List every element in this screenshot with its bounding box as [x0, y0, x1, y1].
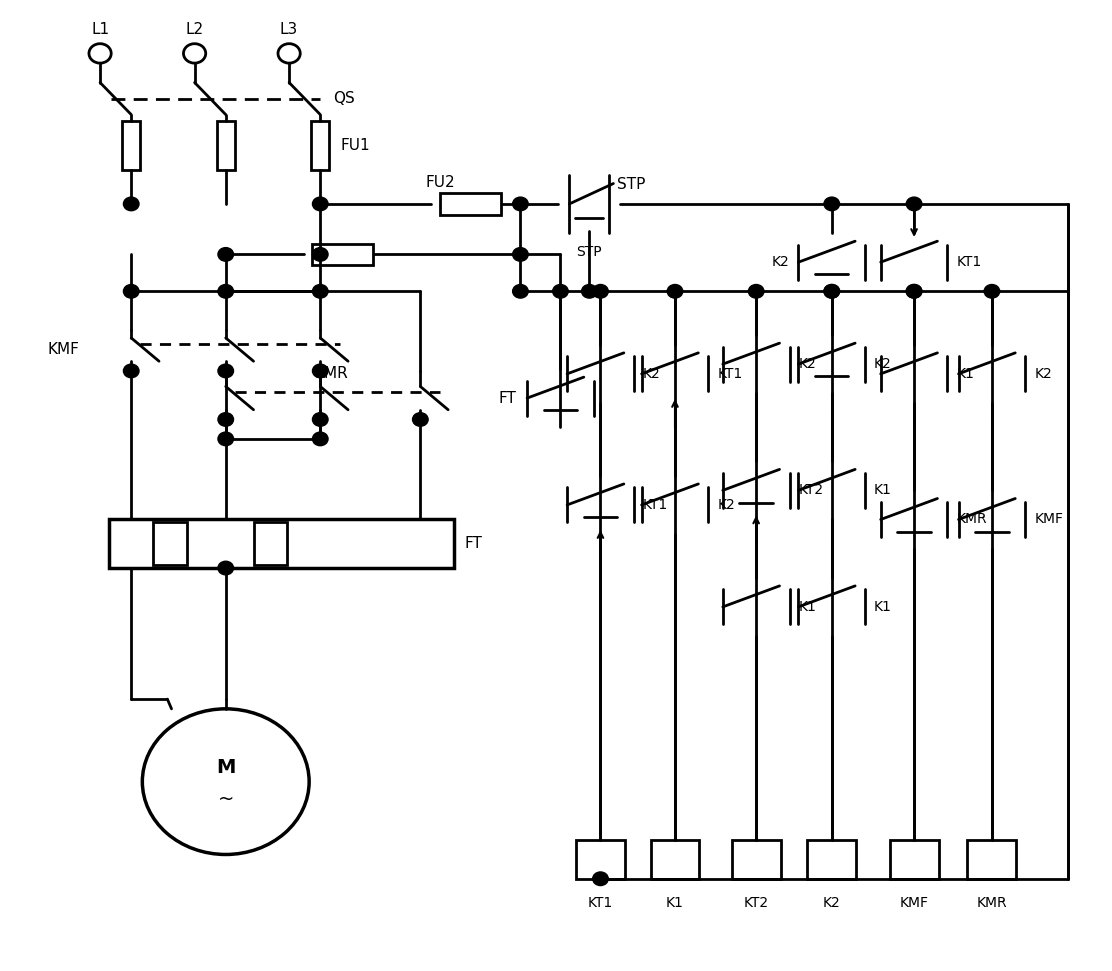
Text: L3: L3 [280, 21, 298, 37]
Text: STP: STP [576, 245, 603, 258]
Circle shape [123, 197, 139, 211]
Text: K2: K2 [643, 367, 661, 381]
Circle shape [123, 285, 139, 298]
Circle shape [89, 44, 111, 63]
Circle shape [824, 285, 840, 298]
Circle shape [218, 364, 234, 378]
Text: KMR: KMR [315, 366, 348, 382]
Text: KT1: KT1 [956, 255, 982, 269]
Circle shape [582, 285, 597, 298]
Bar [890, 840, 939, 879]
Circle shape [593, 285, 608, 298]
Text: KMF: KMF [900, 896, 929, 910]
Circle shape [218, 561, 234, 575]
Circle shape [123, 364, 139, 378]
Text: K1: K1 [798, 600, 816, 614]
Text: K2: K2 [798, 357, 816, 371]
Bar [109, 519, 454, 568]
Circle shape [984, 285, 1000, 298]
Circle shape [312, 285, 328, 298]
Circle shape [218, 285, 234, 298]
Text: K1: K1 [874, 600, 892, 614]
Circle shape [413, 413, 428, 426]
Circle shape [312, 248, 328, 261]
Circle shape [824, 285, 840, 298]
Text: KT2: KT2 [744, 896, 768, 910]
Text: FU1: FU1 [340, 138, 370, 153]
Text: QS: QS [334, 91, 356, 106]
Circle shape [278, 44, 300, 63]
Circle shape [312, 432, 328, 446]
Text: ~: ~ [218, 789, 234, 809]
Text: M: M [216, 757, 236, 777]
Text: KT1: KT1 [588, 896, 613, 910]
Text: KT1: KT1 [717, 367, 743, 381]
Bar [967, 840, 1016, 879]
Text: STP: STP [617, 177, 646, 192]
Text: KMR: KMR [976, 896, 1007, 910]
Circle shape [824, 197, 840, 211]
Circle shape [218, 413, 234, 426]
Circle shape [513, 197, 528, 211]
Circle shape [218, 248, 234, 261]
Bar [217, 121, 235, 170]
Bar [311, 121, 329, 170]
Text: L1: L1 [91, 21, 109, 37]
Text: KMF: KMF [1034, 513, 1063, 526]
Circle shape [906, 285, 922, 298]
Text: L2: L2 [186, 21, 203, 37]
Circle shape [906, 197, 922, 211]
Text: K2: K2 [717, 498, 735, 512]
Text: K1: K1 [666, 896, 684, 910]
Bar [311, 244, 373, 265]
Bar [732, 840, 781, 879]
Text: K2: K2 [772, 255, 790, 269]
Circle shape [312, 197, 328, 211]
Circle shape [593, 872, 608, 886]
Circle shape [906, 285, 922, 298]
Text: KT2: KT2 [798, 484, 824, 497]
Bar [122, 121, 140, 170]
Circle shape [667, 285, 683, 298]
Circle shape [748, 285, 764, 298]
Bar [153, 522, 187, 565]
Text: KMF: KMF [48, 342, 80, 357]
Bar [651, 840, 699, 879]
Bar [439, 193, 500, 215]
Bar [807, 840, 856, 879]
Text: KMR: KMR [956, 513, 987, 526]
Circle shape [312, 413, 328, 426]
Text: K2: K2 [1034, 367, 1052, 381]
Bar [576, 840, 625, 879]
Circle shape [183, 44, 206, 63]
Circle shape [513, 248, 528, 261]
Text: KT1: KT1 [643, 498, 668, 512]
Circle shape [553, 285, 568, 298]
Text: K1: K1 [956, 367, 974, 381]
Circle shape [312, 364, 328, 378]
Text: K2: K2 [823, 896, 841, 910]
Circle shape [513, 285, 528, 298]
Text: FU2: FU2 [426, 175, 456, 190]
Text: K1: K1 [874, 484, 892, 497]
Text: FT: FT [498, 390, 516, 406]
Bar [254, 522, 287, 565]
Circle shape [218, 432, 234, 446]
Text: FT: FT [465, 536, 483, 552]
Text: K2: K2 [874, 357, 892, 371]
